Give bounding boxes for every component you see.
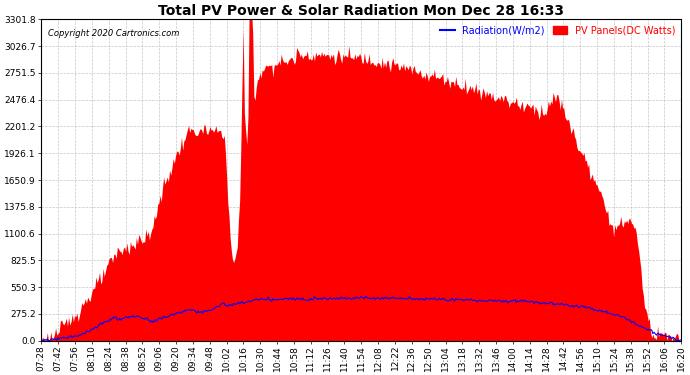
Title: Total PV Power & Solar Radiation Mon Dec 28 16:33: Total PV Power & Solar Radiation Mon Dec… [158, 4, 564, 18]
Text: Copyright 2020 Cartronics.com: Copyright 2020 Cartronics.com [48, 29, 179, 38]
Legend: Radiation(W/m2), PV Panels(DC Watts): Radiation(W/m2), PV Panels(DC Watts) [436, 21, 680, 39]
